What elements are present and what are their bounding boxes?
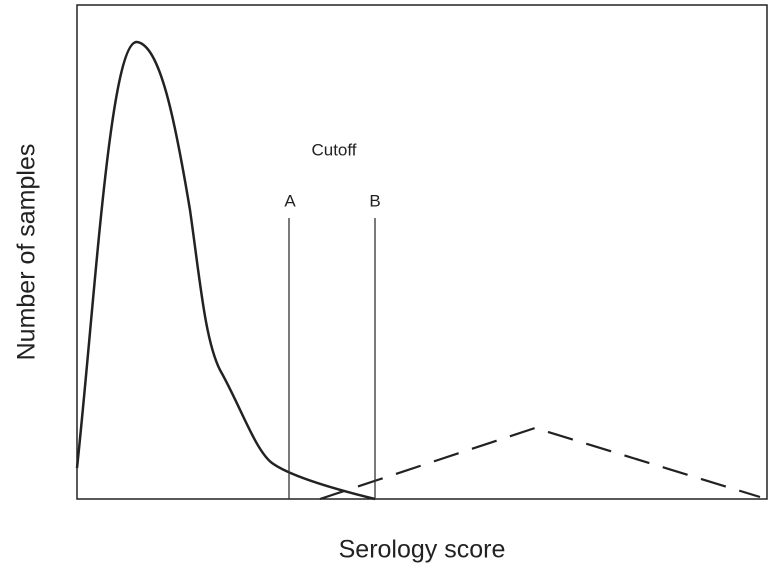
label-b: B xyxy=(369,191,380,210)
x-axis-label: Serology score xyxy=(339,536,506,564)
label-a: A xyxy=(284,191,296,210)
plot-frame xyxy=(76,4,768,500)
cutoff-label: Cutoff xyxy=(311,140,356,159)
negative-curve xyxy=(75,40,376,501)
positive-curve xyxy=(319,426,761,501)
y-axis-label: Number of samples xyxy=(13,144,41,361)
